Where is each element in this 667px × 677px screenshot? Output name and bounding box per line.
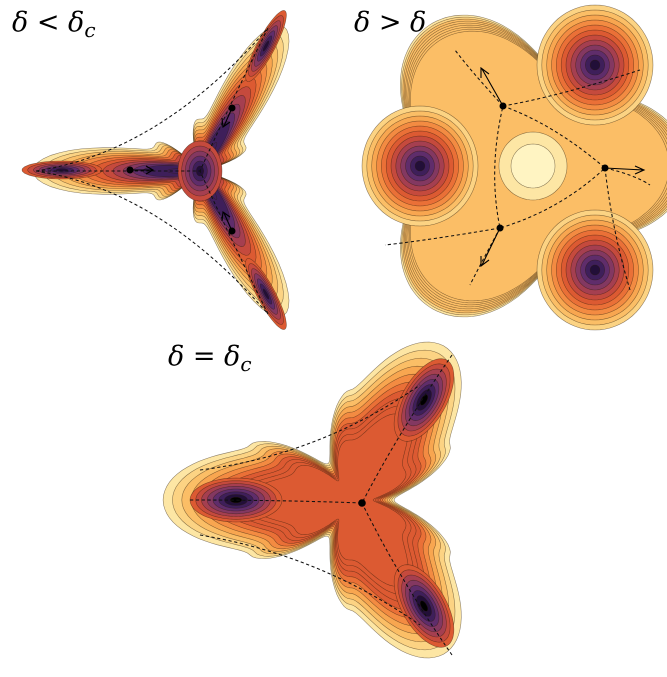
potential-well bbox=[420, 600, 428, 612]
saddle-points-critical bbox=[358, 499, 366, 507]
flow-arrows-below-critical bbox=[131, 107, 233, 232]
potential-well bbox=[589, 59, 601, 71]
separatrices-below-critical bbox=[35, 27, 269, 315]
contour-map-below-critical bbox=[21, 10, 290, 330]
flow-arrows-above-critical bbox=[480, 66, 646, 268]
saddle-point bbox=[126, 166, 134, 174]
contour-map-critical bbox=[162, 341, 462, 659]
panel-below-critical: δ < δc bbox=[12, 7, 290, 330]
panel-above-critical: δ > δc bbox=[354, 4, 667, 331]
panel-label-below-critical: δ < δc bbox=[12, 7, 96, 42]
critical-point bbox=[358, 499, 366, 507]
potential-well bbox=[56, 168, 68, 172]
separatrices-critical bbox=[189, 354, 453, 656]
potential-well bbox=[262, 40, 270, 52]
panel-critical: δ = δc bbox=[162, 341, 462, 659]
contour-map-above-critical bbox=[361, 4, 667, 331]
potential-well bbox=[414, 160, 426, 172]
hill-top bbox=[510, 143, 556, 189]
potential-well bbox=[262, 288, 270, 300]
panel-label-critical: δ = δc bbox=[168, 341, 252, 376]
potential-well bbox=[589, 264, 601, 276]
potential-well bbox=[420, 394, 428, 406]
potential-well bbox=[230, 497, 243, 504]
